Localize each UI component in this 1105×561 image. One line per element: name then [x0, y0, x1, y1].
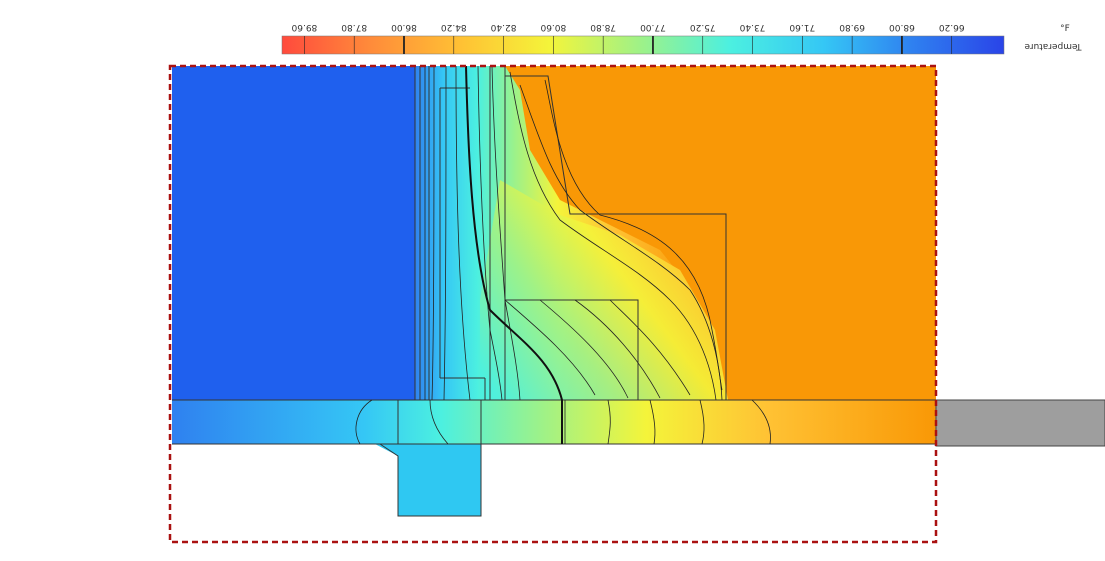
- isotherm-major: [465, 65, 563, 444]
- legend-tick-label: 69.80: [839, 22, 865, 32]
- legend-tick-label: 77.00: [640, 22, 666, 32]
- legend-tick-label: 71.60: [789, 22, 815, 32]
- legend-labels: 89.60 87.80 86.00 84.20 82.40 80.60 78.80 77.00…: [291, 22, 964, 32]
- legend-ticks: [304, 36, 953, 54]
- legend-tick-label: 75.20: [690, 22, 716, 32]
- diagonal-thermal-gradient: [480, 180, 728, 400]
- downstand-beam: [375, 444, 481, 516]
- beam-outline: [379, 443, 482, 517]
- cold-exterior-block: [172, 66, 415, 400]
- legend-unit: °F: [1060, 24, 1070, 34]
- legend-title: Temperature: [1024, 41, 1082, 51]
- legend-tick-label: 68.00: [889, 22, 915, 32]
- legend-tick-label: 66.20: [939, 22, 965, 32]
- legend-tick-label: 87.80: [341, 22, 367, 32]
- legend-tick-label: 73.40: [739, 22, 765, 32]
- legend-tick-label: 82.40: [490, 22, 516, 32]
- slab-extension: [935, 399, 1105, 447]
- legend-tick-label: 89.60: [291, 22, 317, 32]
- legend-color-bar: [281, 35, 1005, 55]
- analysis-boundary-box: [168, 64, 938, 544]
- floor-slab: [172, 400, 936, 444]
- isotherm-lines: [355, 65, 771, 445]
- material-outlines: [172, 66, 936, 445]
- thermal-field: [168, 64, 1105, 544]
- legend-tick-label: 84.20: [441, 22, 467, 32]
- legend-tick-label: 86.00: [391, 22, 417, 32]
- legend-tick-label: 78.80: [590, 22, 616, 32]
- temperature-legend: 89.60 87.80 86.00 84.20 82.40 80.60 78.80 77.00…: [281, 22, 1083, 55]
- legend-tick-label: 80.60: [540, 22, 566, 32]
